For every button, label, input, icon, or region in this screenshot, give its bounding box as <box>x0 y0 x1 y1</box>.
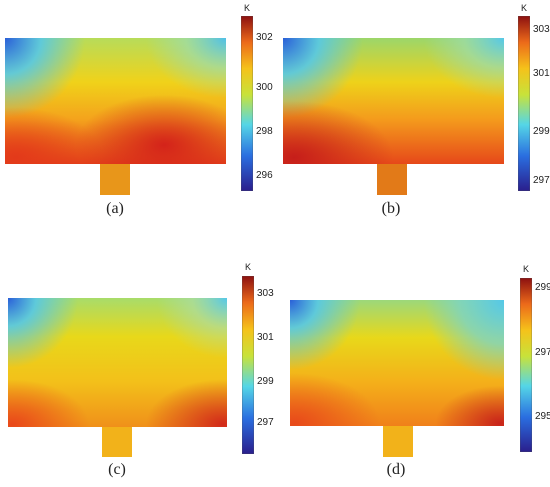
tick-label: 302 <box>256 32 273 43</box>
tick-label: 297 <box>535 347 550 358</box>
temperature-field-c <box>8 298 227 457</box>
tick-label: 300 <box>256 82 273 93</box>
tick-label: 299 <box>535 282 550 293</box>
tick-label: 301 <box>533 68 550 79</box>
tick-label: 296 <box>256 170 273 181</box>
tick-label: 295 <box>535 411 550 422</box>
tick-label: 297 <box>533 175 550 186</box>
tick-label: 299 <box>257 376 274 387</box>
caption-a: (a) <box>106 200 124 217</box>
tick-label: 303 <box>533 24 550 35</box>
temperature-field-d <box>290 300 504 457</box>
colorbar-a <box>241 16 253 191</box>
caption-c: (c) <box>108 461 126 478</box>
temperature-field-a <box>5 38 226 195</box>
caption-d: (d) <box>386 461 406 478</box>
colorbar-unit-b: K <box>521 3 528 13</box>
colorbar-unit-d: K <box>523 264 530 274</box>
colorbar-b <box>518 16 530 191</box>
temperature-field-b <box>283 38 504 195</box>
panel-c: K 303 301 299 297 (c) <box>0 255 275 487</box>
caption-b: (b) <box>381 200 401 217</box>
panel-d: K 299 297 295 (d) <box>277 255 550 487</box>
colorbar-unit-c: K <box>245 262 252 272</box>
colorbar-unit-a: K <box>244 3 251 13</box>
tick-label: 298 <box>256 126 273 137</box>
colorbar-c <box>242 276 254 454</box>
colorbar-d <box>520 278 532 452</box>
panel-b: K 303 301 299 297 (b) <box>277 0 550 230</box>
tick-label: 297 <box>257 417 274 428</box>
tick-label: 299 <box>533 126 550 137</box>
tick-label: 303 <box>257 288 274 299</box>
panel-a: K 302 300 298 296 (a) <box>0 0 275 230</box>
tick-label: 301 <box>257 332 274 343</box>
